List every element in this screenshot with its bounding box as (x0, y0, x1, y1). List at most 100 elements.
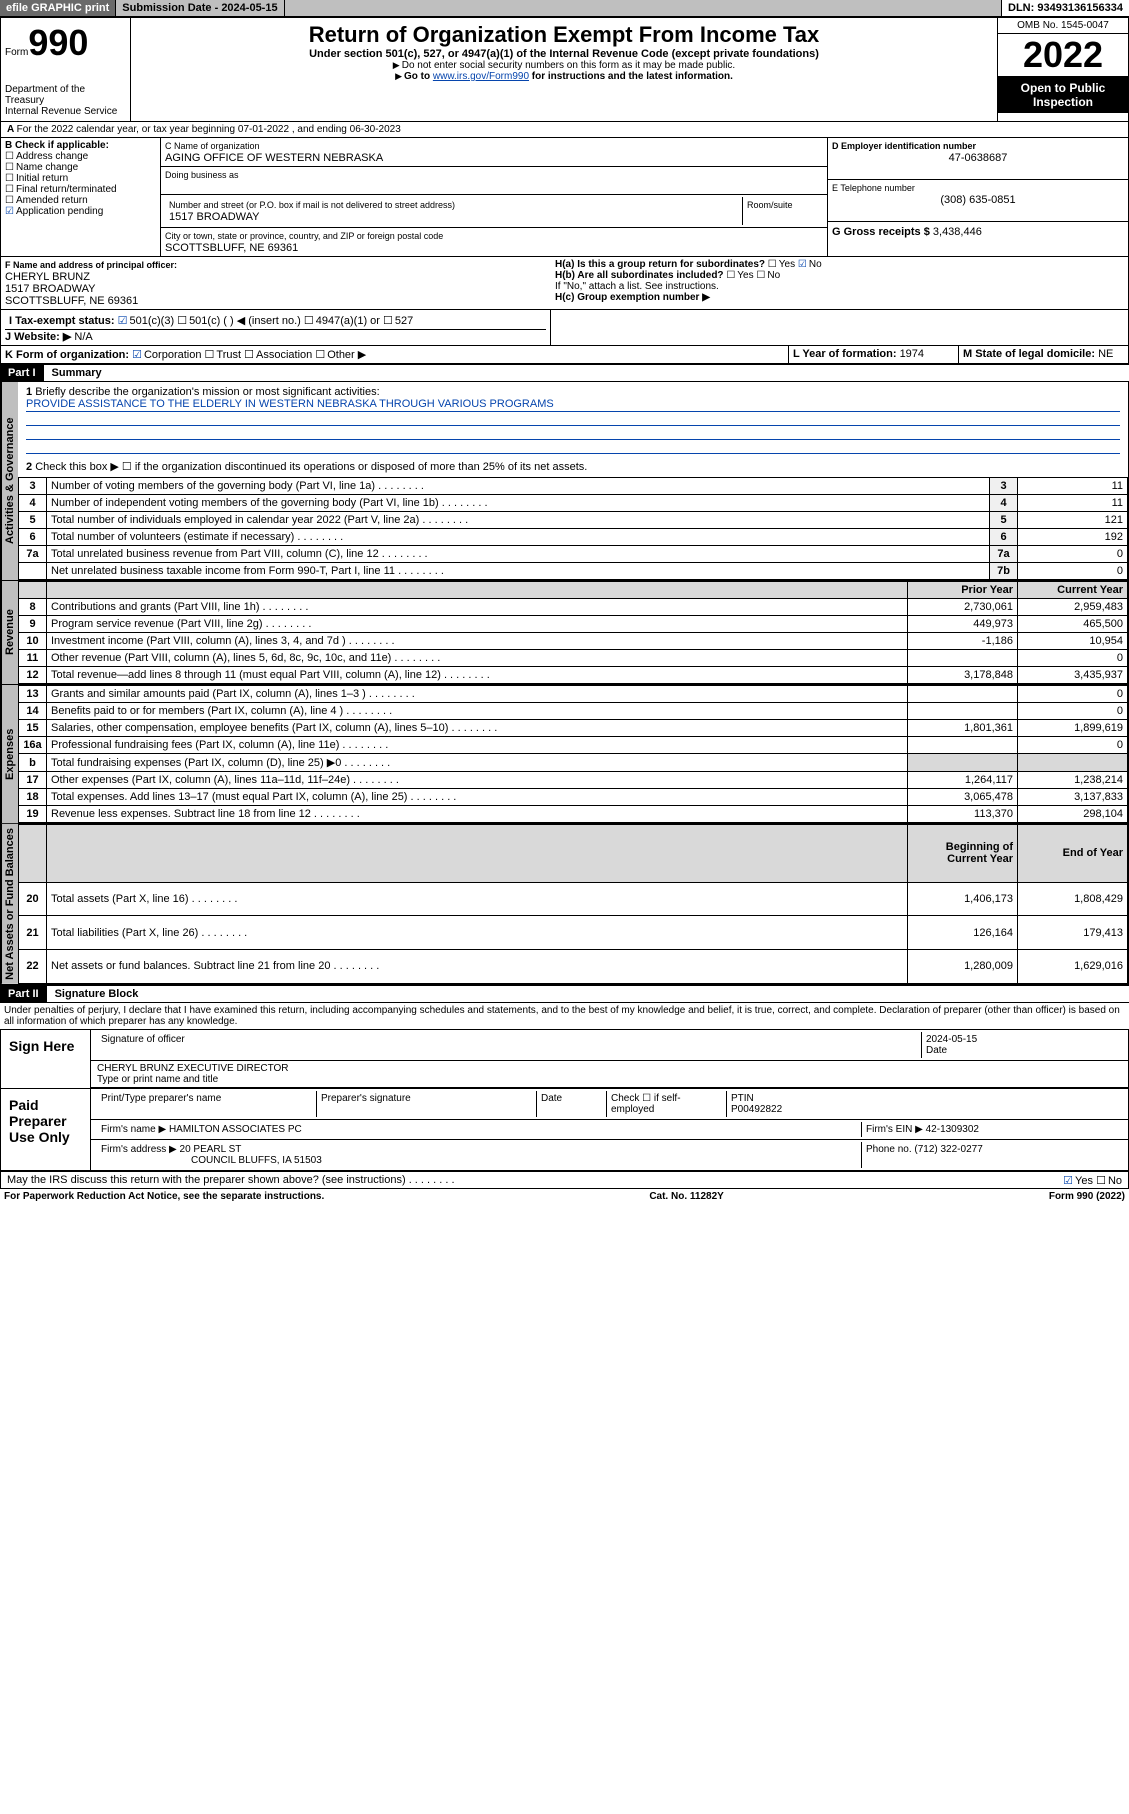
line-no: 22 (19, 950, 47, 984)
prior-value: 2,730,061 (908, 599, 1018, 616)
prior-value: 1,280,009 (908, 950, 1018, 984)
prep-date-label: Date (537, 1091, 607, 1117)
sign-here-label: Sign Here (1, 1030, 91, 1088)
line-no: 3 (19, 478, 47, 495)
officer-addr2: SCOTTSBLUFF, NE 69361 (5, 295, 138, 307)
tax-status-row: I Tax-exempt status: 501(c)(3) 501(c) ( … (0, 310, 1129, 346)
officer-addr1: 1517 BROADWAY (5, 283, 95, 295)
chk-corp[interactable]: Corporation (132, 349, 201, 361)
tax-year-line: A For the 2022 calendar year, or tax yea… (0, 122, 1129, 138)
tax-status-label: I Tax-exempt status: (9, 315, 115, 327)
chk-initial-return[interactable]: Initial return (5, 173, 156, 184)
line-text: Total unrelated business revenue from Pa… (47, 546, 990, 563)
chk-501c[interactable]: 501(c) ( ) ◀ (insert no.) (177, 315, 301, 327)
form-subtitle: Under section 501(c), 527, or 4947(a)(1)… (139, 48, 989, 60)
chk-final-return[interactable]: Final return/terminated (5, 184, 156, 195)
chk-address-change[interactable]: Address change (5, 151, 156, 162)
paid-preparer-label: Paid Preparer Use Only (1, 1089, 91, 1170)
chk-other[interactable]: Other ▶ (315, 349, 366, 361)
vtab-expenses: Expenses (1, 685, 18, 823)
current-value: 179,413 (1018, 916, 1128, 950)
org-name-label: C Name of organization (165, 141, 260, 151)
irs-link[interactable]: www.irs.gov/Form990 (433, 71, 529, 82)
hb-note: If "No," attach a list. See instructions… (555, 281, 1124, 292)
year-formation: 1974 (900, 348, 924, 360)
mission-blank1 (26, 412, 1120, 426)
irs-label: Internal Revenue Service (5, 106, 126, 117)
sig-date-label: Date (926, 1045, 947, 1056)
ha-yes[interactable]: Yes (768, 259, 795, 270)
dln: DLN: 93493136156334 (1002, 0, 1129, 16)
current-value: 0 (1018, 650, 1128, 667)
hb-no[interactable]: No (756, 270, 780, 281)
mission-blank2 (26, 426, 1120, 440)
may-irs-yes[interactable]: Yes (1063, 1175, 1093, 1187)
check-self-employed[interactable]: Check ☐ if self-employed (607, 1091, 727, 1117)
dept-treasury: Department of the Treasury (5, 84, 126, 106)
domicile: NE (1098, 348, 1113, 360)
current-value: 3,435,937 (1018, 667, 1128, 684)
line-text: Total revenue—add lines 8 through 11 (mu… (47, 667, 908, 684)
prior-value: -1,186 (908, 633, 1018, 650)
chk-assoc[interactable]: Association (244, 349, 312, 361)
line-no (19, 563, 47, 580)
prior-value: 1,801,361 (908, 720, 1018, 737)
chk-amended[interactable]: Amended return (5, 195, 156, 206)
line-value: 11 (1018, 478, 1128, 495)
form-number: 990 (28, 22, 88, 63)
identity-block: B Check if applicable: Address change Na… (0, 138, 1129, 257)
omb-number: OMB No. 1545-0047 (998, 18, 1128, 34)
line-text: Benefits paid to or for members (Part IX… (47, 703, 908, 720)
prior-value (908, 737, 1018, 754)
ptin-label: PTIN (731, 1093, 754, 1104)
mission-text: PROVIDE ASSISTANCE TO THE ELDERLY IN WES… (26, 398, 1120, 412)
chk-4947[interactable]: 4947(a)(1) or (304, 315, 380, 327)
line-no: 19 (19, 806, 47, 823)
prior-value: 113,370 (908, 806, 1018, 823)
line-no: 5 (19, 512, 47, 529)
line-no: 6 (19, 529, 47, 546)
current-value: 2,959,483 (1018, 599, 1128, 616)
line-no: 11 (19, 650, 47, 667)
chk-501c3[interactable]: 501(c)(3) (118, 315, 175, 327)
efile-button[interactable]: efile GRAPHIC print (0, 0, 116, 16)
header-spacer (285, 0, 1002, 16)
current-value: 1,808,429 (1018, 882, 1128, 916)
part2-header: Part II Signature Block (0, 985, 1129, 1003)
prior-value: 449,973 (908, 616, 1018, 633)
line-text: Salaries, other compensation, employee b… (47, 720, 908, 737)
line-ref: 7b (990, 563, 1018, 580)
col-current: Current Year (1018, 582, 1128, 599)
gross-receipts-label: G Gross receipts $ (832, 226, 933, 238)
chk-trust[interactable]: Trust (205, 349, 242, 361)
firm-addr1: 20 PEARL ST (180, 1144, 242, 1155)
may-irs-no[interactable]: No (1096, 1175, 1122, 1187)
chk-application-pending[interactable]: Application pending (5, 206, 156, 217)
col-current: End of Year (1018, 825, 1128, 883)
ha-no[interactable]: No (798, 259, 822, 270)
line-text: Net unrelated business taxable income fr… (47, 563, 990, 580)
website-label: J Website: ▶ (5, 331, 71, 343)
line-text: Investment income (Part VIII, column (A)… (47, 633, 908, 650)
line-value: 0 (1018, 546, 1128, 563)
line-text: Grants and similar amounts paid (Part IX… (47, 686, 908, 703)
officer-printed-name: CHERYL BRUNZ EXECUTIVE DIRECTOR (97, 1063, 289, 1074)
form-footer: Form 990 (2022) (1049, 1191, 1125, 1202)
chk-527[interactable]: 527 (383, 315, 413, 327)
city-label: City or town, state or province, country… (165, 231, 443, 241)
line-value: 192 (1018, 529, 1128, 546)
signature-block: Sign Here Signature of officer 2024-05-1… (0, 1029, 1129, 1172)
prior-value (908, 650, 1018, 667)
firm-name: HAMILTON ASSOCIATES PC (169, 1124, 302, 1135)
goto-note: Go to www.irs.gov/Form990 for instructio… (139, 71, 989, 82)
prior-value (908, 686, 1018, 703)
form-header: Form990 Department of the Treasury Inter… (0, 17, 1129, 122)
col-prior: Beginning of Current Year (908, 825, 1018, 883)
hb-yes[interactable]: Yes (726, 270, 753, 281)
street-address: 1517 BROADWAY (169, 211, 259, 223)
line-text: Revenue less expenses. Subtract line 18 … (47, 806, 908, 823)
current-value: 10,954 (1018, 633, 1128, 650)
firm-name-label: Firm's name ▶ (101, 1124, 166, 1135)
type-name-label: Type or print name and title (97, 1074, 218, 1085)
chk-name-change[interactable]: Name change (5, 162, 156, 173)
